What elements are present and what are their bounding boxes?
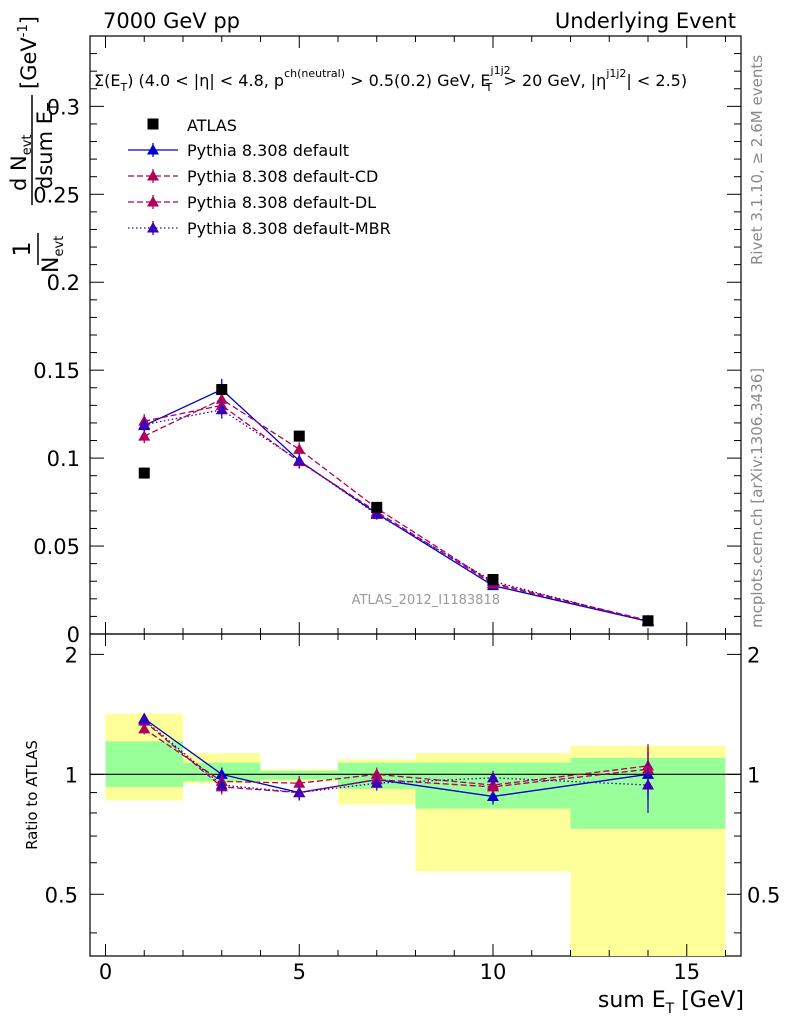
atlas-data-point bbox=[642, 615, 654, 627]
rivet-version-label: Rivet 3.1.10, ≥ 2.6M events bbox=[748, 55, 766, 265]
legend: ATLAS Pythia 8.308 default Pythia 8.308 de… bbox=[128, 116, 391, 238]
y-axis-label: 1 Nevt d Nevt dsum ET [GeV-1] bbox=[7, 16, 67, 273]
series-marker bbox=[215, 403, 228, 415]
header-right: Underlying Event bbox=[555, 9, 736, 33]
atlas-data-point bbox=[293, 430, 305, 442]
ratio-series-line bbox=[143, 720, 649, 794]
legend-label: Pythia 8.308 default-MBR bbox=[187, 219, 391, 238]
legend-label: Pythia 8.308 default bbox=[187, 141, 349, 160]
svg-text:Nevt: Nevt bbox=[39, 236, 67, 273]
ratio-tick-labels: 0.5 0.5 1 1 2 2 bbox=[45, 643, 781, 907]
legend-label: Pythia 8.308 default-CD bbox=[187, 167, 378, 186]
y-tick-label: 0.25 bbox=[33, 183, 80, 207]
x-tick-label: 15 bbox=[673, 960, 700, 984]
x-tick-labels: 0 5 10 15 bbox=[99, 960, 700, 984]
ratio-marker bbox=[642, 779, 654, 790]
main-series-group bbox=[138, 378, 654, 627]
y-tick-label: 0.3 bbox=[47, 95, 80, 119]
mcplots-label: mcplots.cern.ch [arXiv:1306.3436] bbox=[748, 368, 766, 628]
ratio-marker bbox=[293, 786, 306, 798]
y-tick-label: 0.1 bbox=[47, 447, 80, 471]
svg-text:dsum ET: dsum ET bbox=[33, 103, 61, 189]
ratio-marker bbox=[487, 790, 499, 801]
axis-ticks bbox=[90, 35, 741, 956]
atlas-data-points bbox=[138, 384, 654, 627]
x-tick-label: 5 bbox=[293, 960, 306, 984]
ratio-marker bbox=[293, 777, 306, 788]
svg-text:[GeV-1]: [GeV-1] bbox=[16, 16, 41, 89]
legend-marker bbox=[147, 222, 159, 233]
ratio-series-line bbox=[143, 728, 649, 786]
series-line bbox=[144, 409, 649, 623]
legend-label: Pythia 8.308 default-DL bbox=[187, 193, 376, 212]
ratio-marker bbox=[215, 779, 228, 790]
atlas-data-point bbox=[138, 467, 150, 479]
y-tick-label: 0.05 bbox=[33, 535, 80, 559]
x-tick-label: 0 bbox=[99, 960, 112, 984]
ratio-uncertainty-bands bbox=[105, 713, 726, 956]
series-line bbox=[143, 388, 649, 622]
ratio-marker bbox=[215, 768, 228, 779]
ratio-tick-label: 2 bbox=[65, 643, 78, 667]
stat-uncertainty-band bbox=[105, 741, 183, 787]
atlas-data-point bbox=[371, 501, 383, 513]
ratio-tick-label-right: 1 bbox=[747, 763, 760, 787]
svg-text:d Nevt: d Nevt bbox=[7, 134, 35, 191]
plot-title: Σ(ET) (4.0 < |η| < 4.8, pch(neutral) > 0… bbox=[94, 64, 687, 94]
series-marker bbox=[138, 418, 151, 430]
analysis-watermark: ATLAS_2012_I1183818 bbox=[352, 593, 500, 608]
ratio-tick-label: 1 bbox=[65, 763, 78, 787]
legend-marker bbox=[147, 170, 159, 181]
legend-marker bbox=[147, 196, 159, 207]
stat-uncertainty-band bbox=[260, 770, 338, 780]
y-tick-labels: 0 0.05 0.1 0.15 0.2 0.25 0.3 bbox=[33, 95, 80, 647]
svg-text:1: 1 bbox=[8, 241, 36, 256]
series-line bbox=[144, 404, 649, 622]
series-marker bbox=[293, 454, 306, 466]
ratio-marker bbox=[487, 780, 499, 792]
legend-label-atlas: ATLAS bbox=[187, 116, 237, 135]
ratio-marker bbox=[138, 713, 151, 725]
x-axis-label: sum ET [GeV] bbox=[598, 988, 744, 1017]
x-tick-label: 10 bbox=[480, 960, 507, 984]
y-tick-label: 0.15 bbox=[33, 359, 80, 383]
ratio-marker bbox=[370, 777, 383, 788]
ratio-y-axis-label: Ratio to ATLAS bbox=[23, 740, 41, 850]
ratio-tick-label: 0.5 bbox=[45, 883, 78, 907]
atlas-data-point bbox=[487, 573, 499, 585]
ratio-series-line bbox=[143, 719, 649, 794]
ratio-tick-label-right: 0.5 bbox=[747, 883, 780, 907]
ratio-tick-label-right: 2 bbox=[747, 643, 760, 667]
y-tick-label: 0.2 bbox=[47, 271, 80, 295]
legend-marker bbox=[147, 144, 159, 155]
header-left: 7000 GeV pp bbox=[103, 9, 240, 33]
series-marker bbox=[138, 430, 151, 441]
ratio-marker bbox=[138, 722, 151, 734]
series-marker bbox=[370, 508, 383, 519]
ratio-marker bbox=[487, 771, 499, 783]
y-tick-label: 0 bbox=[67, 623, 80, 647]
atlas-data-point bbox=[216, 384, 228, 396]
legend-marker-atlas bbox=[147, 118, 159, 130]
series-line bbox=[143, 398, 649, 622]
series-marker bbox=[293, 443, 306, 454]
ratio-series-group bbox=[138, 712, 654, 813]
